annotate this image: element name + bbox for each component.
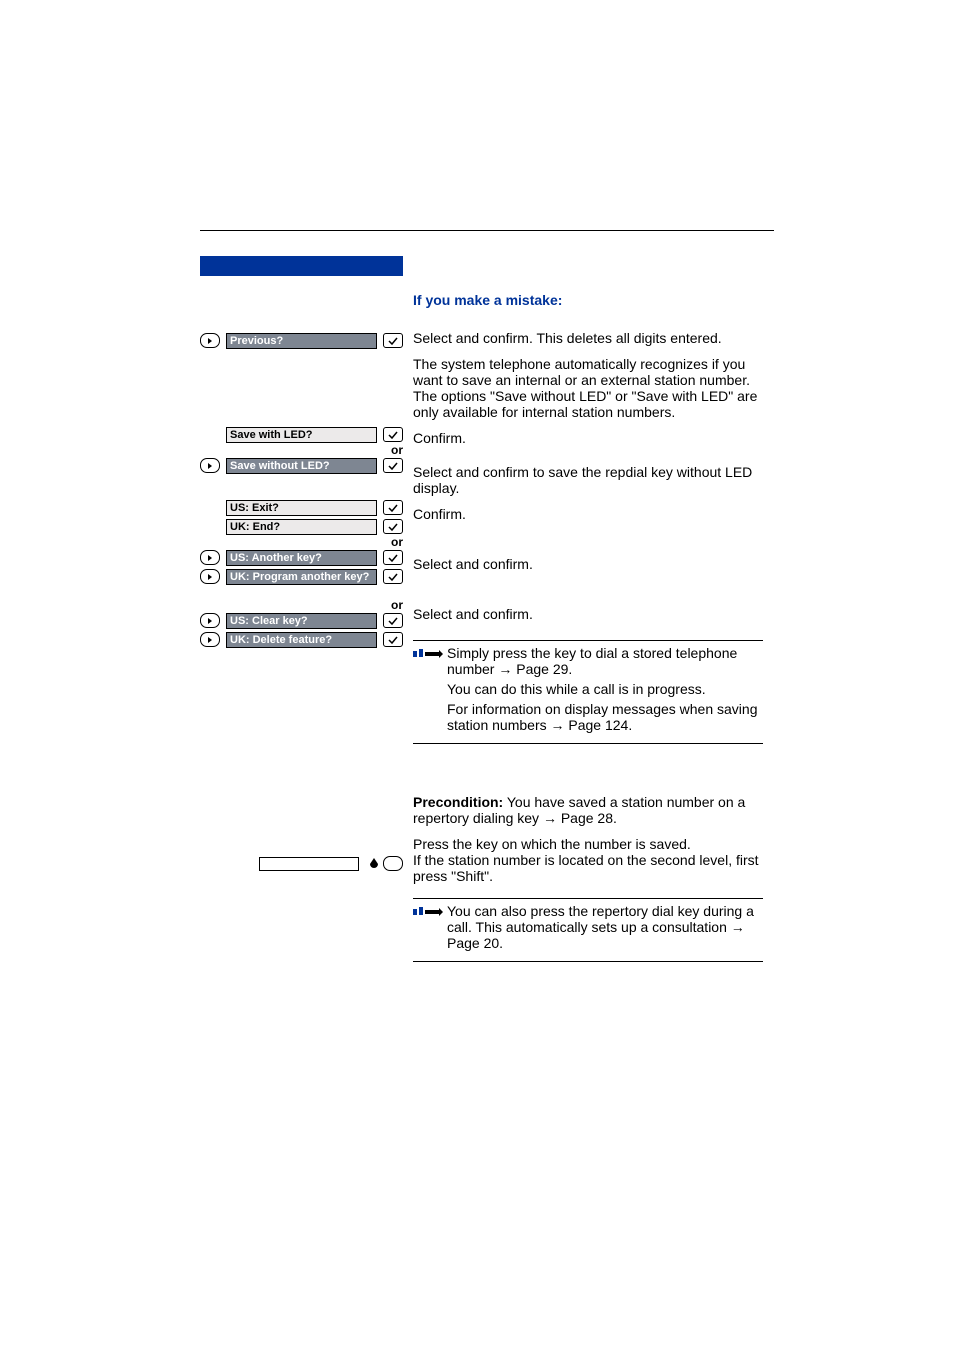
desc-save-without: Select and confirm to save the repdial k… bbox=[413, 464, 763, 496]
note2-l1b: Page 20. bbox=[447, 935, 503, 951]
desc-confirm1: Confirm. bbox=[413, 430, 763, 446]
option-row-us-clear: US: Clear key? bbox=[200, 612, 403, 629]
scroll-icon bbox=[200, 569, 220, 584]
option-us-clear[interactable]: US: Clear key? bbox=[226, 613, 377, 629]
precond-page: Page 28. bbox=[557, 810, 617, 826]
confirm-icon[interactable] bbox=[383, 569, 403, 584]
arrow-icon: → bbox=[543, 810, 557, 826]
spacer bbox=[200, 632, 403, 1098]
option-row-save-with-led: Save with LED? bbox=[200, 426, 403, 443]
scroll-spacer bbox=[200, 427, 220, 442]
confirm-icon[interactable] bbox=[383, 333, 403, 348]
scroll-icon bbox=[200, 333, 220, 348]
note1-l1a: Simply press the key to dial a stored te… bbox=[447, 645, 737, 677]
precond-label: Precondition: bbox=[413, 794, 503, 810]
option-save-without-led[interactable]: Save without LED? bbox=[226, 458, 377, 474]
scroll-spacer bbox=[200, 500, 220, 515]
page: Previous? Save with LED? or Save without… bbox=[0, 0, 954, 1351]
note1-l3b: Page 124. bbox=[565, 717, 633, 733]
arrow-icon: → bbox=[498, 661, 512, 677]
option-row-uk-end: UK: End? bbox=[200, 518, 403, 535]
scroll-icon bbox=[200, 550, 220, 565]
desc-confirm2: Confirm. bbox=[413, 506, 763, 522]
desc-auto-recog: The system telephone automatically recog… bbox=[413, 356, 763, 420]
option-row-us-another: US: Another key? bbox=[200, 549, 403, 566]
arrow-icon: → bbox=[551, 717, 565, 733]
option-us-another[interactable]: US: Another key? bbox=[226, 550, 377, 566]
scroll-icon bbox=[200, 613, 220, 628]
confirm-icon[interactable] bbox=[383, 500, 403, 515]
precondition: Precondition: You have saved a station n… bbox=[413, 794, 763, 826]
note-icon bbox=[413, 645, 447, 666]
or-label: or bbox=[200, 598, 403, 612]
or-label: or bbox=[200, 535, 403, 549]
desc-select-confirm1: Select and confirm. bbox=[413, 556, 763, 572]
confirm-icon[interactable] bbox=[383, 519, 403, 534]
mistake-heading: If you make a mistake: bbox=[413, 292, 763, 308]
option-uk-program[interactable]: UK: Program another key? bbox=[226, 569, 377, 585]
scroll-icon bbox=[200, 458, 220, 473]
press-key-desc: Press the key on which the number is sav… bbox=[413, 836, 763, 884]
option-previous[interactable]: Previous? bbox=[226, 333, 377, 349]
confirm-icon[interactable] bbox=[383, 427, 403, 442]
note-1-text: Simply press the key to dial a stored te… bbox=[447, 645, 763, 737]
right-column: If you make a mistake: Select and confir… bbox=[413, 256, 763, 962]
confirm-icon[interactable] bbox=[383, 458, 403, 473]
desc-previous: Select and confirm. This deletes all dig… bbox=[413, 330, 763, 346]
divider bbox=[200, 230, 774, 231]
option-row-us-exit: US: Exit? bbox=[200, 499, 403, 516]
confirm-icon[interactable] bbox=[383, 550, 403, 565]
option-us-exit[interactable]: US: Exit? bbox=[226, 500, 377, 516]
or-label: or bbox=[200, 443, 403, 457]
option-row-save-without-led: Save without LED? bbox=[200, 457, 403, 474]
option-row-uk-program: UK: Program another key? bbox=[200, 568, 403, 585]
note1-l2: You can do this while a call is in progr… bbox=[447, 681, 763, 697]
option-row-previous: Previous? bbox=[200, 332, 403, 349]
note1-l1b: Page 29. bbox=[512, 661, 572, 677]
note-block-2: You can also press the repertory dial ke… bbox=[413, 898, 763, 962]
arrow-icon: → bbox=[731, 919, 745, 935]
option-uk-end[interactable]: UK: End? bbox=[226, 519, 377, 535]
note2-l1a: You can also press the repertory dial ke… bbox=[447, 903, 754, 935]
note-block-1: Simply press the key to dial a stored te… bbox=[413, 640, 763, 744]
confirm-icon[interactable] bbox=[383, 613, 403, 628]
note-icon bbox=[413, 903, 447, 924]
scroll-spacer bbox=[200, 519, 220, 534]
note-2-text: You can also press the repertory dial ke… bbox=[447, 903, 763, 955]
desc-select-confirm2: Select and confirm. bbox=[413, 606, 763, 622]
option-save-with-led[interactable]: Save with LED? bbox=[226, 427, 377, 443]
